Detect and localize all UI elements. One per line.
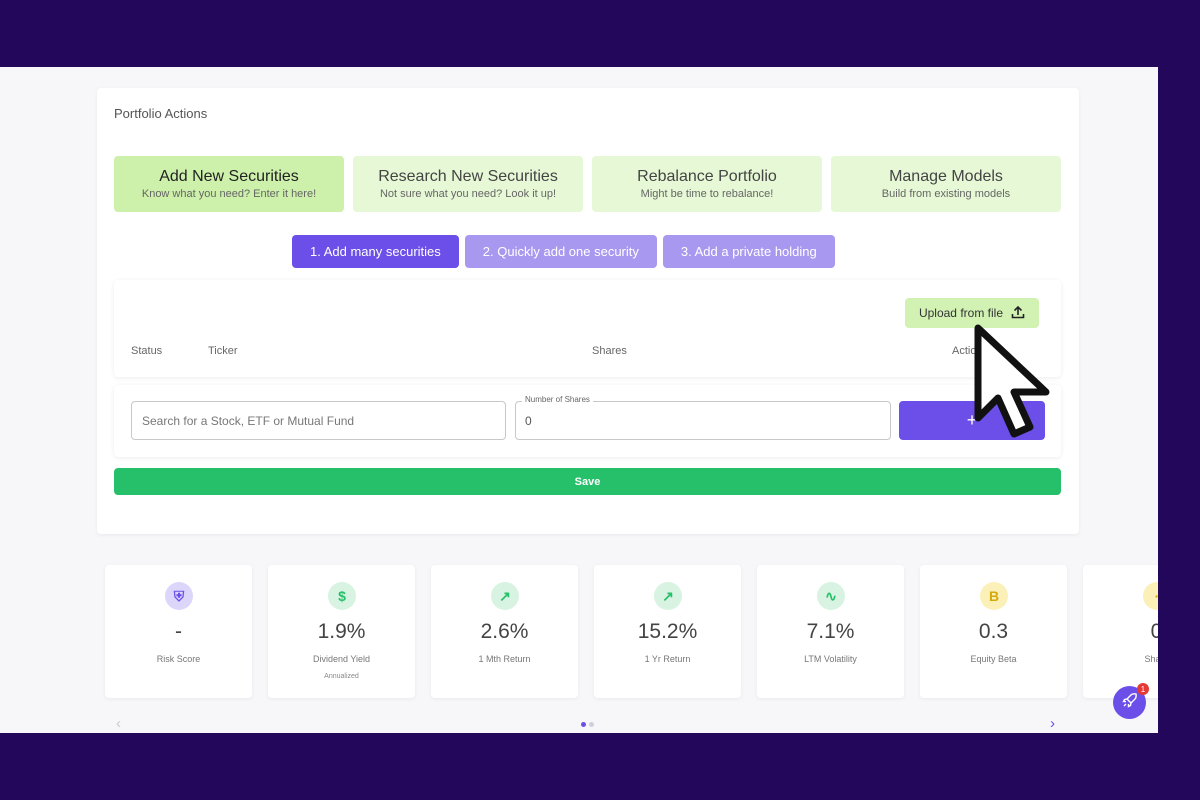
carousel-prev-button[interactable]: ‹: [116, 715, 121, 732]
column-ticker: Ticker: [208, 345, 238, 357]
tab-add-private-holding[interactable]: 3. Add a private holding: [662, 235, 835, 268]
stat-label: Equity Beta: [970, 654, 1017, 664]
rocket-icon: [1121, 692, 1138, 713]
action-tiles: Add New Securities Know what you need? E…: [114, 156, 1061, 212]
stat-card: ↗ 15.2% 1 Yr Return: [594, 565, 741, 698]
tile-subtitle: Not sure what you need? Look it up!: [379, 188, 557, 200]
column-shares: Shares: [592, 345, 627, 357]
security-entry-row: Number of Shares +: [114, 385, 1061, 457]
stat-label: Dividend Yield: [312, 654, 371, 664]
carousel-next-button[interactable]: ›: [1050, 715, 1055, 732]
security-search-input[interactable]: [131, 401, 506, 440]
stat-value: 7.1%: [806, 620, 855, 643]
activity-icon: ∿: [817, 582, 845, 610]
number-of-shares-field[interactable]: Number of Shares: [515, 395, 891, 440]
notification-badge: 1: [1137, 683, 1149, 695]
ratio-icon: ·: [1143, 582, 1158, 610]
upload-label: Upload from file: [918, 306, 1003, 320]
stat-value: -: [175, 620, 182, 643]
upload-icon: [1011, 305, 1025, 322]
stat-card: $1.9% Dividend Yield Annualized: [268, 565, 415, 698]
tile-subtitle: Build from existing models: [881, 188, 1011, 200]
tab-quickly-add-one-security[interactable]: 2. Quickly add one security: [464, 235, 657, 268]
card-title: Portfolio Actions: [114, 106, 208, 121]
app-window: Portfolio Actions Add New Securities Kno…: [0, 67, 1158, 733]
stats-row: ⛨ - Risk Score $1.9% Dividend Yield Annualize…: [105, 565, 1158, 698]
save-button[interactable]: Save: [114, 468, 1061, 495]
stat-card: ↗ 2.6% 1 Mth Return: [431, 565, 578, 698]
carousel-dot[interactable]: [581, 722, 586, 727]
tile-title: Rebalance Portfolio: [637, 168, 777, 185]
tile-title: Research New Securities: [378, 168, 558, 185]
dollar-icon: $: [328, 582, 356, 610]
stat-card: ∿ 7.1% LTM Volatility: [757, 565, 904, 698]
trending-up-icon: ↗: [654, 582, 682, 610]
tile-research-new-securities[interactable]: Research New Securities Not sure what yo…: [353, 156, 583, 212]
tile-title: Manage Models: [889, 168, 1003, 185]
securities-list-header: Upload from file Status Ticker Shares Ac…: [114, 280, 1061, 377]
tile-rebalance-portfolio[interactable]: Rebalance Portfolio Might be time to reb…: [592, 156, 822, 212]
tile-title: Add New Securities: [159, 168, 299, 185]
stat-value: 15.2%: [637, 620, 698, 643]
stat-label: Risk Score: [156, 654, 201, 664]
stat-value: 0: [1150, 620, 1158, 643]
shares-field-label: Number of Shares: [522, 395, 593, 404]
shield-icon: ⛨: [165, 582, 193, 610]
stat-label: Sharp: [1144, 654, 1158, 664]
carousel-dots: [581, 722, 594, 727]
stat-value: 1.9%: [317, 620, 366, 643]
stat-value: 2.6%: [480, 620, 529, 643]
column-status: Status: [131, 345, 163, 357]
upload-from-file-button[interactable]: Upload from file: [904, 298, 1039, 328]
tile-subtitle: Might be time to rebalance!: [640, 188, 774, 200]
mouse-pointer-icon: [970, 322, 1065, 447]
shares-input[interactable]: [525, 412, 865, 430]
tile-subtitle: Know what you need? Enter it here!: [141, 188, 317, 200]
stat-card: · 0 Sharp: [1083, 565, 1158, 698]
stat-label: 1 Yr Return: [644, 654, 691, 664]
carousel-dot[interactable]: [589, 722, 594, 727]
trending-up-icon: ↗: [491, 582, 519, 610]
tile-add-new-securities[interactable]: Add New Securities Know what you need? E…: [114, 156, 344, 212]
mode-tabs: 1. Add many securities 2. Quickly add on…: [292, 235, 835, 268]
tab-add-many-securities[interactable]: 1. Add many securities: [292, 235, 459, 268]
stat-label: LTM Volatility: [804, 654, 857, 664]
stat-card: ⛨ - Risk Score: [105, 565, 252, 698]
portfolio-actions-card: Portfolio Actions Add New Securities Kno…: [97, 88, 1079, 534]
stat-card: B 0.3 Equity Beta: [920, 565, 1067, 698]
tile-manage-models[interactable]: Manage Models Build from existing models: [831, 156, 1061, 212]
stat-label: 1 Mth Return: [478, 654, 531, 664]
beta-icon: B: [980, 582, 1008, 610]
stat-value: 0.3: [978, 620, 1009, 643]
stat-sublabel: Annualized: [324, 673, 359, 680]
rocket-fab-button[interactable]: 1: [1113, 683, 1149, 719]
